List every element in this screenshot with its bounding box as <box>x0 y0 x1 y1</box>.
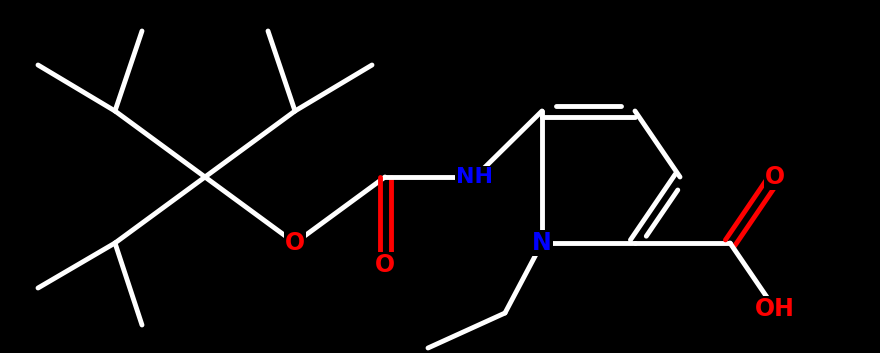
Text: OH: OH <box>755 297 795 321</box>
Text: NH: NH <box>457 167 494 187</box>
Text: O: O <box>285 231 305 255</box>
Text: O: O <box>765 165 785 189</box>
Text: N: N <box>532 231 552 255</box>
Text: O: O <box>375 253 395 277</box>
